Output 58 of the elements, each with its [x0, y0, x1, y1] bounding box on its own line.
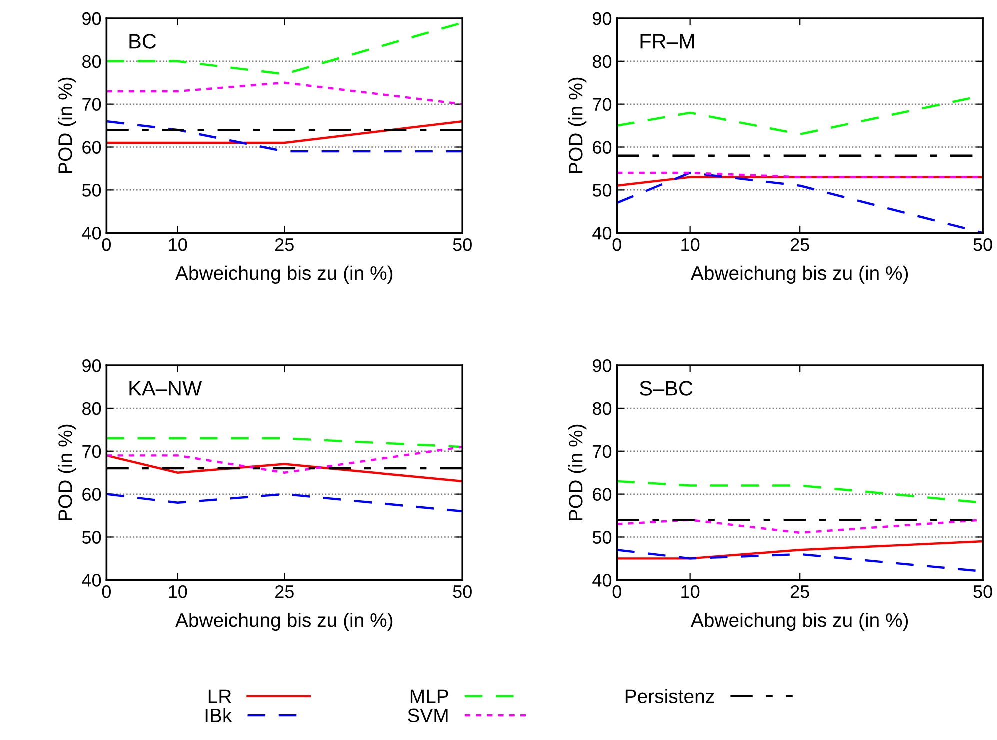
y-axis-title: POD (in %) [58, 78, 76, 174]
y-tick-label: 60 [593, 141, 612, 154]
y-tick-label: 50 [82, 184, 102, 197]
y-tick-label: 40 [592, 574, 612, 587]
y-tick-label: 60 [593, 488, 612, 502]
x-axis-title: Abweichung bis zu (in %) [690, 612, 908, 632]
x-axis-title: Abweichung bis zu (in %) [690, 266, 908, 284]
y-tick-label: 70 [593, 98, 612, 112]
text: BC [130, 34, 156, 49]
x-tick-label: 0 [612, 586, 622, 598]
y-tick-label: 90 [82, 12, 102, 26]
x-axis-title: Abweichung bis zu (in %) [176, 612, 393, 632]
x-tick-label: 0 [102, 238, 111, 252]
text: S–BC [640, 381, 693, 396]
y-tick-label: 40 [82, 227, 102, 240]
x-tick-label: 10 [682, 586, 700, 598]
x-tick-label: 0 [102, 586, 111, 598]
x-tick-label: 10 [682, 238, 700, 252]
y-tick-label: 70 [593, 445, 612, 458]
legend-label: IBk [206, 708, 232, 722]
x-tick-label: 10 [169, 238, 188, 252]
legend-label: SVM [408, 708, 448, 723]
legend-label: Persistenz [626, 689, 714, 704]
y-tick-label: 80 [82, 55, 102, 68]
y-tick-label: 40 [82, 574, 102, 587]
y-tick-label: 40 [592, 227, 612, 240]
x-tick-label: 10 [169, 586, 188, 598]
x-tick-label: 25 [790, 586, 810, 598]
text: FR–M [640, 34, 694, 49]
y-tick-label: 70 [82, 98, 102, 112]
x-tick-label: 25 [790, 238, 810, 252]
x-tick-label: 25 [276, 586, 294, 598]
line-series [106, 454, 463, 483]
y-tick-label: 80 [592, 55, 612, 68]
y-tick-label: 50 [592, 531, 612, 544]
y-tick-label: 60 [82, 141, 102, 154]
x-tick-label: 50 [453, 238, 472, 252]
y-tick-label: 60 [82, 488, 102, 502]
y-tick-label: 80 [592, 402, 612, 416]
x-tick-label: 25 [276, 238, 294, 252]
y-tick-label: 90 [82, 359, 102, 372]
y-tick-label: 90 [593, 359, 612, 372]
y-tick-label: 50 [592, 184, 612, 197]
legend-label: MLP [410, 690, 448, 704]
y-tick-label: 80 [82, 402, 102, 416]
y-tick-label: 50 [82, 531, 102, 544]
legend-label: LR [208, 690, 232, 704]
y-tick-label: 90 [593, 12, 612, 26]
x-tick-label: 0 [612, 238, 622, 252]
y-axis-title: POD (in %) [568, 424, 587, 520]
x-tick-label: 50 [974, 586, 992, 598]
x-axis-title: Abweichung bis zu (in %) [176, 266, 393, 284]
y-tick-label: 70 [82, 445, 102, 458]
x-tick-label: 50 [974, 238, 992, 252]
y-axis-title: POD (in %) [58, 424, 76, 520]
x-tick-label: 50 [453, 586, 472, 598]
text: KA–NW [130, 381, 202, 396]
y-axis-title: POD (in %) [568, 78, 587, 174]
